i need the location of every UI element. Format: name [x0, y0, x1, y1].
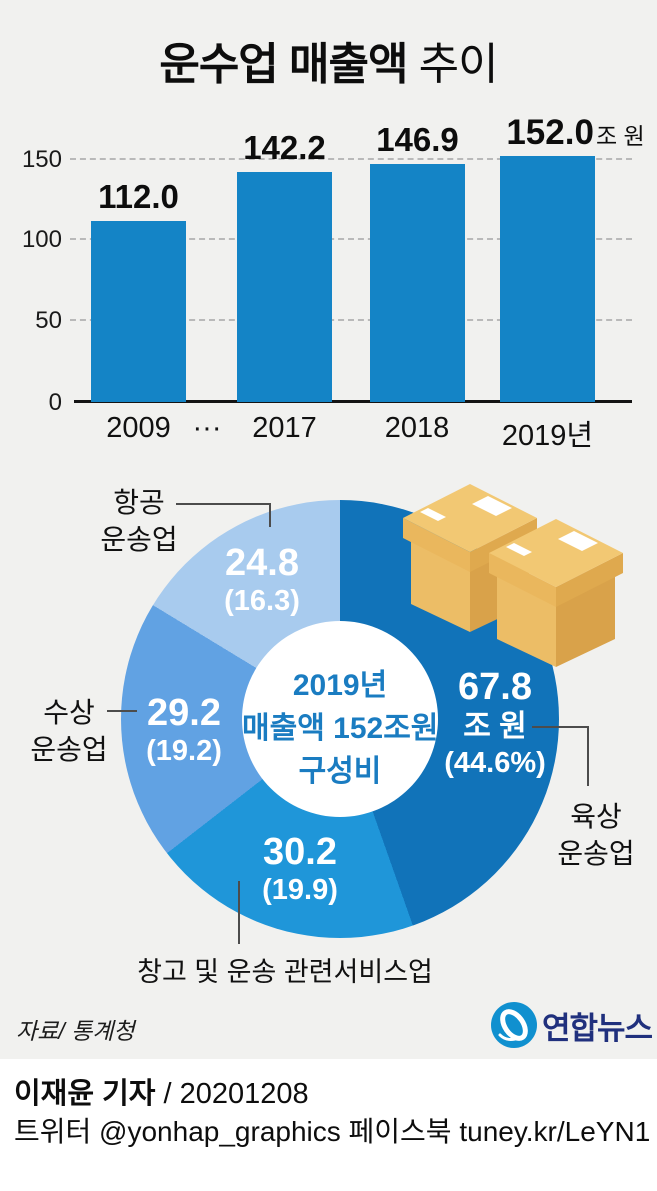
ext-label-air: 항공 운송업 — [69, 484, 209, 558]
donut-center-line1: 2019년 — [292, 669, 388, 702]
bar-value-2019년: 152.0조 원 — [506, 113, 645, 152]
page-title: 운수업 매출액 추이 — [0, 28, 657, 92]
bar-2019년 — [500, 156, 595, 402]
donut-center-line3: 구성비 — [298, 755, 382, 788]
y-tick-100: 100 — [21, 226, 62, 253]
social-credit: 트위터 @yonhap_graphics 페이스북 tuney.kr/LeYN1 — [14, 1116, 651, 1147]
x-tick-2019년: 2019년 — [501, 420, 594, 452]
yonhap-logo-icon — [491, 1002, 537, 1048]
bar-2018 — [370, 164, 465, 402]
slice-warehouse-value: 30.2 — [263, 831, 337, 873]
x-axis-line — [74, 400, 632, 403]
donut-center-text: 2019년 매출액 152조원 구성비 — [242, 664, 438, 793]
y-tick-50: 50 — [35, 307, 62, 334]
slice-water-pct: (19.2) — [146, 735, 222, 767]
ext-air-line1: 항공 — [113, 487, 165, 518]
x-tick-2018: 2018 — [384, 412, 450, 444]
bar-2009 — [91, 221, 186, 402]
slice-label-water: 29.2 (19.2) — [104, 692, 264, 769]
slice-warehouse-pct: (19.9) — [262, 874, 338, 906]
ext-label-water: 수상 운송업 — [0, 694, 139, 768]
slice-land-pct: (44.6%) — [444, 747, 546, 779]
x-tick-2009: 2009 — [106, 412, 171, 444]
ext-land-line2: 운송업 — [557, 838, 635, 869]
gridline-100 — [70, 238, 632, 240]
yonhap-logo-text: 연합뉴스 — [542, 1010, 653, 1046]
bar-value-2017: 142.2 — [243, 129, 326, 166]
ext-label-land: 육상 운송업 — [526, 798, 657, 872]
source-credit: 자료/ 통계청 — [16, 1018, 135, 1044]
slice-land-value: 67.8 — [458, 666, 532, 708]
ext-water-line1: 수상 — [43, 697, 95, 728]
ext-air-line2: 운송업 — [100, 524, 178, 555]
ext-water-line2: 운송업 — [30, 734, 108, 765]
slice-air-value: 24.8 — [225, 542, 299, 584]
donut-center-line2: 매출액 152조원 — [242, 712, 439, 745]
title-main: 운수업 매출액 — [159, 40, 408, 89]
gridline-150 — [70, 158, 632, 160]
reporter-name: 이재윤 기자 — [14, 1078, 156, 1110]
yonhap-logo: 연합뉴스 — [490, 999, 653, 1051]
reporter-credit: 이재윤 기자 / 20201208 — [14, 1070, 309, 1112]
bar-value-2009: 112.0 — [98, 178, 179, 215]
donut-hole — [242, 621, 438, 817]
slice-air-pct: (16.3) — [224, 585, 300, 617]
credit-date: / 20201208 — [155, 1078, 309, 1110]
bar-value-2018: 146.9 — [376, 121, 459, 158]
slice-land-unit: 조 원 — [463, 710, 527, 743]
slice-label-air: 24.8 (16.3) — [182, 542, 342, 619]
bar-2017 — [237, 172, 332, 402]
x-tick-2017: 2017 — [252, 412, 317, 444]
ext-land-line1: 육상 — [570, 801, 622, 832]
gridline-50 — [70, 319, 632, 321]
slice-label-land: 67.8 조 원 (44.6%) — [415, 666, 575, 781]
title-sub: 추이 — [407, 40, 499, 89]
slice-label-warehouse: 30.2 (19.9) — [220, 831, 380, 908]
y-tick-0: 0 — [48, 389, 62, 416]
y-tick-150: 150 — [21, 146, 62, 173]
slice-water-value: 29.2 — [147, 692, 221, 734]
ext-label-warehouse: 창고 및 운송 관련서비스업 — [137, 957, 433, 987]
x-tick-···: ··· — [192, 412, 222, 444]
